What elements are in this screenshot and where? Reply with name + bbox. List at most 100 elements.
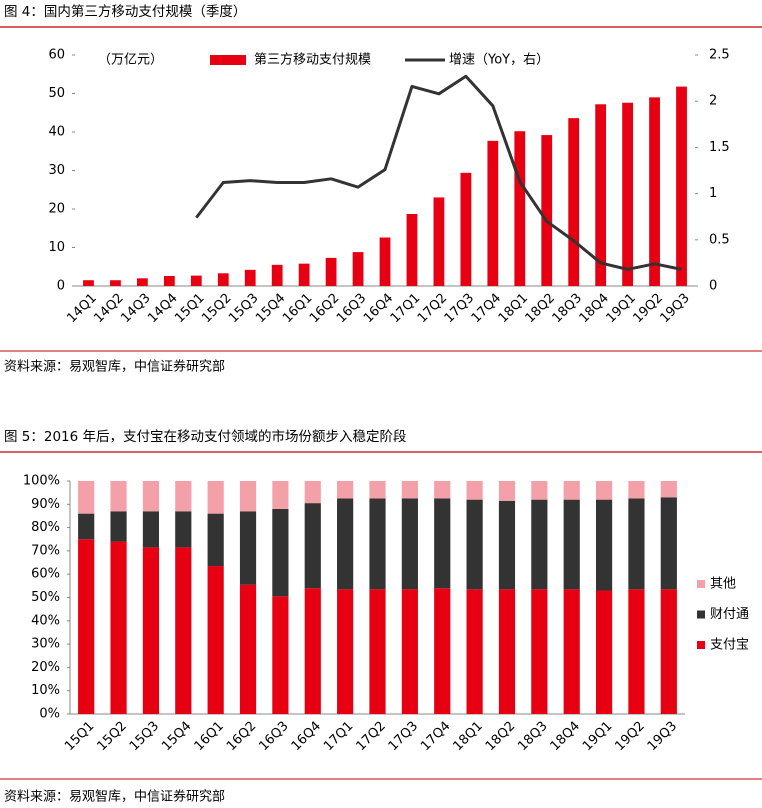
bar-segment — [369, 498, 386, 590]
bar-segment — [660, 497, 677, 590]
y-tick-label: 50 — [48, 86, 65, 101]
y-tick-label: 60 — [48, 48, 65, 63]
y-tick-label: 80% — [31, 520, 60, 535]
bar — [460, 172, 472, 286]
bar-segment — [110, 481, 127, 512]
y-tick-label: 40% — [31, 613, 60, 628]
x-tick-label: 16Q4 — [361, 291, 396, 326]
bar — [217, 273, 229, 286]
y-tick-label: 60% — [31, 567, 60, 582]
bar-segment — [660, 589, 677, 714]
legend-label: 其他 — [710, 577, 736, 592]
bar-segment — [434, 588, 451, 714]
bar-segment — [239, 584, 257, 714]
bar — [379, 237, 391, 286]
bar — [514, 131, 526, 286]
x-tick-label: 17Q3 — [442, 291, 477, 326]
legend-swatch — [697, 641, 705, 649]
bar-segment — [595, 499, 613, 591]
legend-swatch — [210, 55, 246, 65]
x-tick-label: 18Q3 — [515, 719, 550, 754]
bar — [487, 140, 499, 286]
x-tick-label: 19Q3 — [645, 719, 680, 754]
bar-segment — [78, 481, 95, 514]
x-tick-label: 15Q4 — [253, 291, 288, 326]
bar-segment — [498, 500, 516, 590]
bar-segment — [337, 498, 354, 590]
x-tick-label: 16Q1 — [192, 719, 227, 754]
y2-tick-label: 0.5 — [709, 232, 730, 247]
bar-segment — [78, 539, 95, 714]
bar — [622, 102, 633, 287]
x-tick-label: 17Q4 — [469, 291, 504, 326]
bar-segment — [304, 588, 321, 714]
bar-segment — [142, 481, 160, 512]
source-note: 资料来源：易观智库，中信证券研究部 — [4, 789, 225, 805]
bar — [433, 197, 445, 286]
bar — [298, 263, 310, 286]
x-tick-label: 18Q3 — [550, 291, 585, 326]
bar — [325, 257, 337, 286]
x-tick-label: 15Q1 — [62, 719, 97, 754]
bar — [137, 278, 148, 286]
source-note: 资料来源：易观智库，中信证券研究部 — [4, 359, 225, 375]
bar-segment — [272, 508, 289, 597]
bar-segment — [563, 499, 580, 590]
bar-segment — [337, 589, 354, 714]
x-tick-label: 18Q4 — [548, 719, 583, 754]
y-tick-label: 30 — [48, 163, 65, 178]
x-tick-label: 14Q2 — [91, 291, 126, 326]
x-tick-label: 15Q3 — [127, 719, 162, 754]
bar-segment — [401, 589, 418, 714]
bar-segment — [337, 481, 354, 499]
x-tick-label: 19Q2 — [630, 291, 665, 326]
bar-segment — [434, 498, 451, 589]
bar — [83, 280, 94, 286]
bar-segment — [628, 481, 645, 499]
legend-label: 财付通 — [710, 607, 749, 622]
bar — [595, 104, 607, 286]
bar-segment — [595, 590, 613, 714]
bar — [676, 86, 687, 286]
bar — [352, 252, 364, 286]
bar-segment — [142, 547, 160, 714]
legend-swatch — [697, 580, 705, 588]
x-tick-label: 17Q1 — [388, 291, 423, 326]
bar-segment — [175, 511, 192, 548]
bar-segment — [272, 596, 289, 714]
y-tick-label: 100% — [23, 474, 60, 489]
bar-segment — [110, 511, 127, 542]
bar-segment — [563, 589, 580, 714]
bar-segment — [466, 589, 483, 714]
bar-segment — [628, 589, 645, 714]
bar-segment — [142, 511, 160, 548]
bar-segment — [563, 481, 580, 500]
figure-caption: 图 4：国内第三方移动支付规模（季度） — [4, 3, 246, 20]
bar-segment — [660, 481, 677, 498]
y2-tick-label: 2 — [709, 94, 717, 109]
bar — [406, 214, 418, 286]
y2-tick-label: 1.5 — [709, 140, 730, 155]
x-tick-label: 18Q1 — [451, 719, 486, 754]
x-tick-label: 19Q1 — [604, 291, 639, 326]
bar — [110, 280, 121, 286]
x-tick-label: 16Q2 — [224, 719, 259, 754]
y-tick-label: 40 — [48, 125, 65, 140]
bar — [244, 269, 256, 286]
y-tick-label: 20% — [31, 660, 60, 675]
bar — [190, 275, 202, 286]
bar-segment — [369, 481, 386, 499]
x-tick-label: 15Q4 — [159, 719, 194, 754]
bar-segment — [595, 481, 613, 500]
y-tick-label: 10 — [48, 240, 65, 255]
y-tick-label: 90% — [31, 497, 60, 512]
bar-segment — [531, 481, 548, 500]
legend-label: 增速（YoY，右） — [449, 53, 549, 68]
legend-swatch — [697, 610, 705, 619]
x-tick-label: 14Q4 — [145, 291, 180, 326]
x-tick-label: 18Q1 — [496, 291, 531, 326]
figure-caption: 图 5：2016 年后，支付宝在移动支付领域的市场份额步入稳定阶段 — [4, 428, 407, 445]
x-tick-label: 17Q4 — [418, 719, 453, 754]
bar-segment — [175, 481, 192, 512]
